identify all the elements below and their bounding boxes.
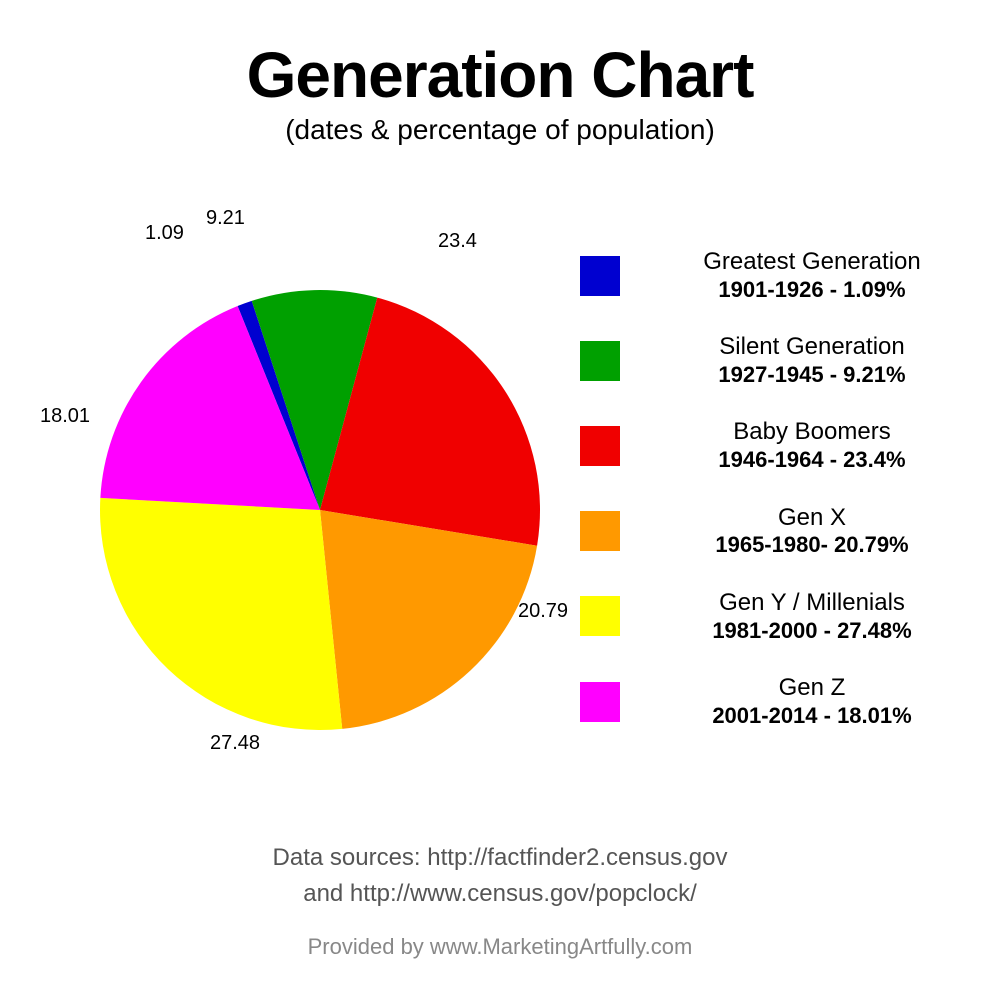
- legend-swatch: [580, 426, 620, 466]
- sources-line-1: Data sources: http://factfinder2.census.…: [273, 844, 728, 871]
- legend-detail: 1946-1964 - 23.4%: [644, 447, 980, 473]
- legend-text: Gen Y / Millenials1981-2000 - 27.48%: [644, 589, 980, 644]
- legend-name: Baby Boomers: [644, 418, 980, 447]
- legend: Greatest Generation1901-1926 - 1.09% Sile…: [580, 248, 980, 759]
- footer: Data sources: http://factfinder2.census.…: [0, 840, 1000, 960]
- slice-value-label: 23.4: [438, 230, 477, 253]
- legend-text: Greatest Generation1901-1926 - 1.09%: [644, 248, 980, 303]
- legend-swatch: [580, 511, 620, 551]
- legend-detail: 1901-1926 - 1.09%: [644, 277, 980, 303]
- chart-subtitle: (dates & percentage of population): [0, 114, 1000, 146]
- chart-title: Generation Chart: [0, 38, 1000, 112]
- legend-detail: 1927-1945 - 9.21%: [644, 362, 980, 388]
- legend-swatch: [580, 256, 620, 296]
- legend-text: Silent Generation1927-1945 - 9.21%: [644, 333, 980, 388]
- slice-value-label: 27.48: [210, 732, 260, 755]
- legend-item: Baby Boomers1946-1964 - 23.4%: [580, 418, 980, 473]
- legend-text: Gen X1965-1980- 20.79%: [644, 504, 980, 559]
- slice-value-label: 9.21: [206, 207, 245, 230]
- legend-text: Gen Z2001-2014 - 18.01%: [644, 674, 980, 729]
- legend-item: Gen Y / Millenials1981-2000 - 27.48%: [580, 589, 980, 644]
- legend-swatch: [580, 341, 620, 381]
- legend-name: Greatest Generation: [644, 248, 980, 277]
- pie-slice: [320, 510, 537, 729]
- slice-value-label: 1.09: [145, 222, 184, 245]
- pie-slice: [100, 498, 342, 730]
- slice-value-label: 18.01: [40, 405, 90, 428]
- sources-line-2: and http://www.census.gov/popclock/: [303, 880, 697, 907]
- legend-item: Gen Z2001-2014 - 18.01%: [580, 674, 980, 729]
- legend-name: Silent Generation: [644, 333, 980, 362]
- legend-swatch: [580, 596, 620, 636]
- data-sources: Data sources: http://factfinder2.census.…: [0, 840, 1000, 912]
- provided-by: Provided by www.MarketingArtfully.com: [0, 934, 1000, 960]
- legend-name: Gen X: [644, 504, 980, 533]
- pie-chart: 1.099.2123.420.7927.4818.01: [40, 210, 560, 770]
- slice-value-label: 20.79: [518, 600, 568, 623]
- pie-svg: [70, 260, 570, 760]
- legend-item: Gen X1965-1980- 20.79%: [580, 504, 980, 559]
- legend-item: Silent Generation1927-1945 - 9.21%: [580, 333, 980, 388]
- legend-detail: 2001-2014 - 18.01%: [644, 703, 980, 729]
- legend-detail: 1965-1980- 20.79%: [644, 532, 980, 558]
- legend-detail: 1981-2000 - 27.48%: [644, 618, 980, 644]
- legend-name: Gen Z: [644, 674, 980, 703]
- legend-swatch: [580, 682, 620, 722]
- legend-text: Baby Boomers1946-1964 - 23.4%: [644, 418, 980, 473]
- legend-name: Gen Y / Millenials: [644, 589, 980, 618]
- header: Generation Chart (dates & percentage of …: [0, 0, 1000, 146]
- legend-item: Greatest Generation1901-1926 - 1.09%: [580, 248, 980, 303]
